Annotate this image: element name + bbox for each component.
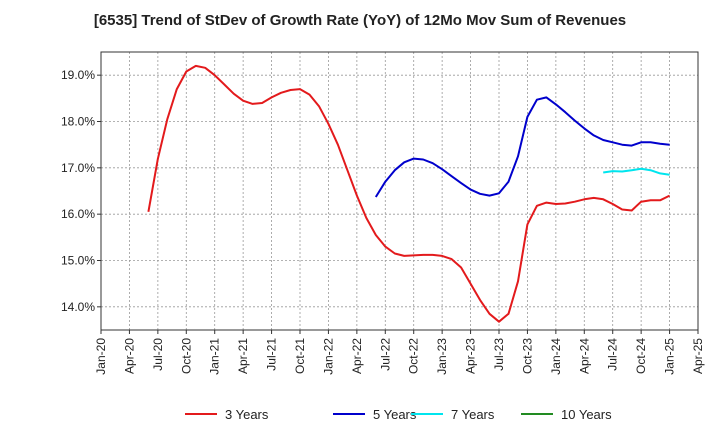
x-tick-label: Apr-21	[236, 338, 250, 374]
grid-lines	[100, 52, 699, 330]
plot-area	[101, 52, 698, 330]
x-tick-label: Jul-21	[265, 338, 279, 371]
x-tick-label: Oct-22	[407, 338, 421, 374]
x-tick-label: Apr-23	[464, 338, 478, 374]
x-tick-label: Apr-24	[577, 338, 591, 374]
x-tick-label: Jan-22	[321, 338, 335, 375]
x-tick-label: Jan-21	[208, 338, 222, 375]
x-tick-label: Jan-23	[435, 338, 449, 375]
chart-title: [6535] Trend of StDev of Growth Rate (Yo…	[93, 12, 627, 29]
y-tick-label: 17.0%	[61, 161, 95, 175]
series-line-7-years	[603, 167, 670, 176]
x-axis: Jan-20 Apr-20 Jul-20 Oct-20 Jan-21 Apr-21 Jul-…	[94, 330, 705, 375]
x-tick-label: Oct-21	[293, 338, 307, 374]
series-line-5-years	[374, 96, 670, 198]
legend-label: 7 Years	[451, 407, 495, 422]
x-tick-label: Oct-24	[634, 338, 648, 374]
y-axis: 14.0% 15.0% 16.0% 17.0% 18.0% 19.0%	[61, 68, 101, 314]
x-tick-label: Jul-23	[492, 338, 506, 371]
y-tick-label: 18.0%	[61, 115, 95, 129]
x-tick-label: Jul-24	[606, 338, 620, 371]
x-tick-label: Jul-20	[151, 338, 165, 371]
legend-label: 10 Years	[561, 407, 612, 422]
x-tick-label: Apr-22	[350, 338, 364, 374]
x-tick-label: Apr-25	[691, 338, 705, 374]
series-lines	[147, 64, 671, 323]
legend-label: 3 Years	[225, 407, 269, 422]
x-tick-label: Oct-20	[179, 338, 193, 374]
x-tick-label: Jan-25	[663, 338, 677, 375]
series-line-3-years	[147, 64, 671, 323]
x-tick-label: Oct-23	[520, 338, 534, 374]
y-tick-label: 14.0%	[61, 300, 95, 314]
x-tick-label: Jul-22	[378, 338, 392, 371]
x-tick-label: Jan-24	[549, 338, 563, 375]
legend-label: 5 Years	[373, 407, 417, 422]
x-tick-label: Jan-20	[94, 338, 108, 375]
y-tick-label: 15.0%	[61, 254, 95, 268]
y-tick-label: 19.0%	[61, 68, 95, 82]
x-tick-label: Apr-20	[122, 338, 136, 374]
legend: 3 Years 5 Years 7 Years 10 Years	[185, 407, 612, 422]
y-tick-label: 16.0%	[61, 207, 95, 221]
plot-frame	[100, 51, 699, 331]
